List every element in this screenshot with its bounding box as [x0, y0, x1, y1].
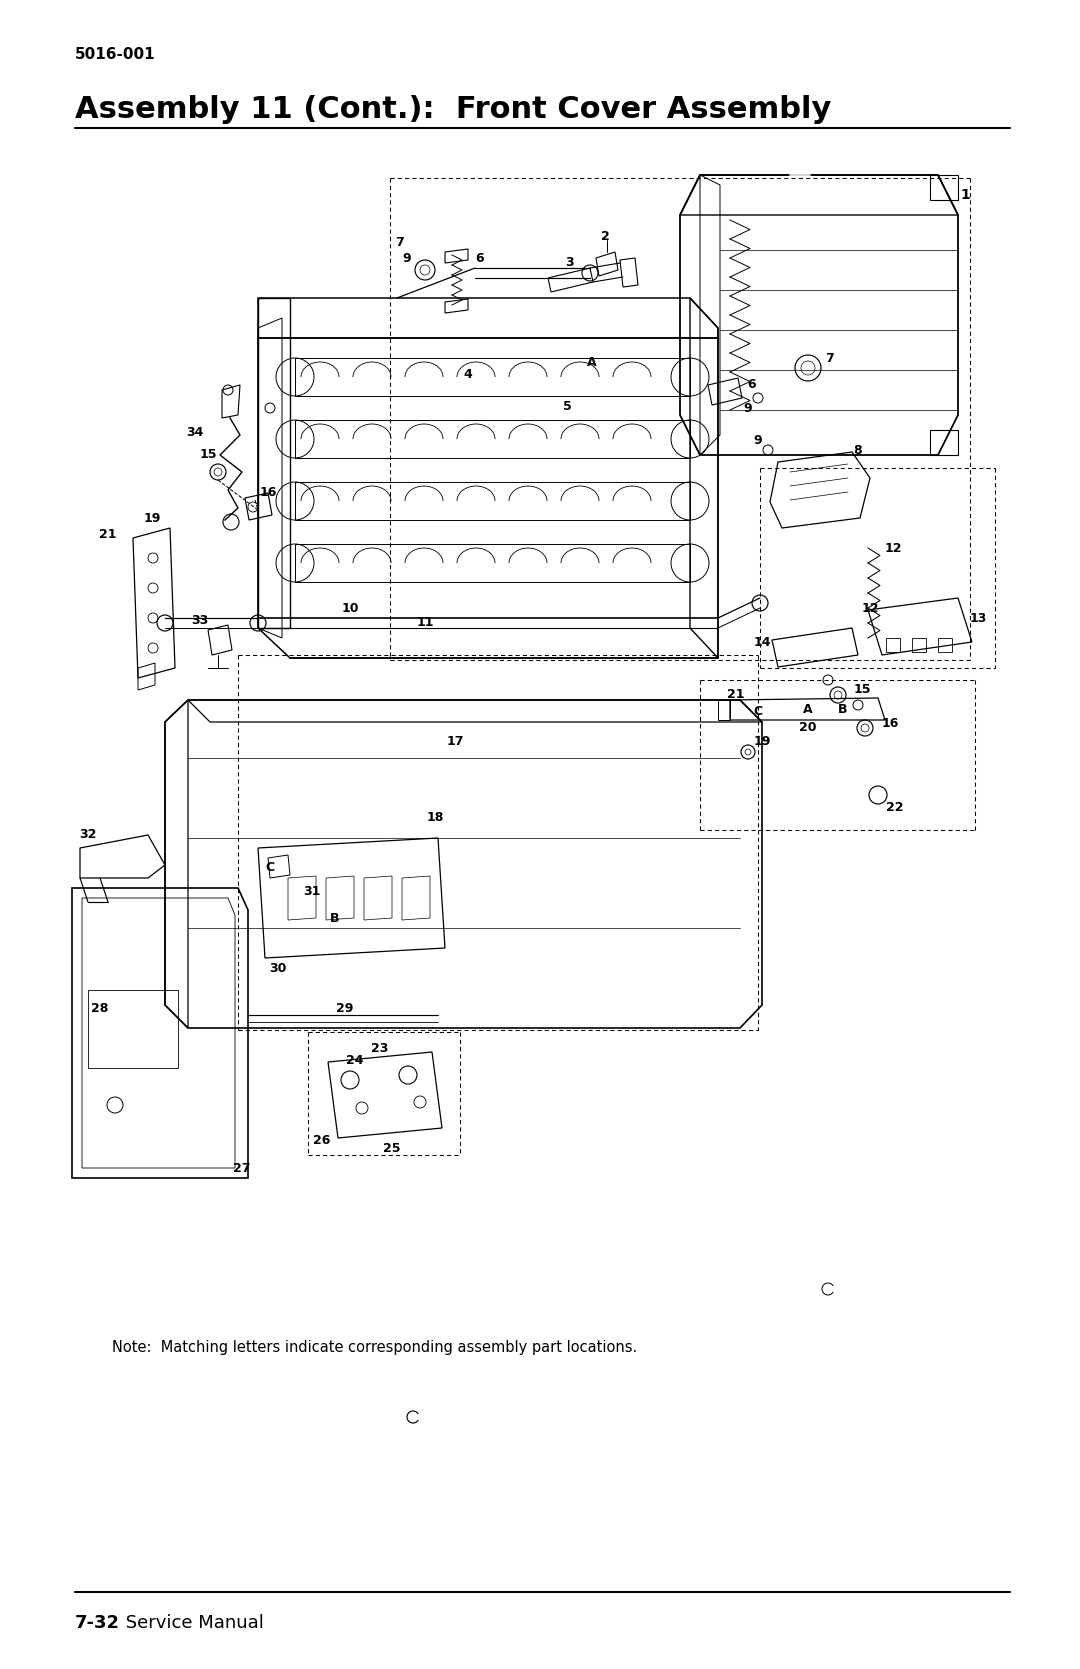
- Text: 1: 1: [960, 189, 970, 202]
- Text: 12: 12: [861, 601, 879, 614]
- Text: 11: 11: [416, 616, 434, 629]
- Text: Assembly 11 (Cont.):  Front Cover Assembly: Assembly 11 (Cont.): Front Cover Assembl…: [75, 95, 832, 124]
- Text: A: A: [804, 704, 813, 716]
- Text: 19: 19: [144, 511, 161, 524]
- Text: 26: 26: [313, 1133, 330, 1147]
- Text: 9: 9: [403, 252, 411, 264]
- Text: 6: 6: [475, 252, 484, 264]
- Text: 16: 16: [259, 486, 276, 499]
- Text: 34: 34: [187, 426, 204, 439]
- Text: 9: 9: [754, 434, 762, 447]
- Text: 18: 18: [427, 811, 444, 824]
- Text: B: B: [838, 704, 848, 716]
- Text: 29: 29: [336, 1001, 353, 1015]
- Text: C: C: [266, 861, 274, 875]
- Text: Note:  Matching letters indicate corresponding assembly part locations.: Note: Matching letters indicate correspo…: [112, 1340, 637, 1355]
- Text: 25: 25: [383, 1142, 401, 1155]
- Text: 28: 28: [92, 1001, 109, 1015]
- Text: 20: 20: [799, 721, 816, 734]
- Text: B: B: [330, 911, 340, 925]
- Text: 12: 12: [885, 541, 902, 554]
- Text: 21: 21: [99, 529, 117, 541]
- Text: 2: 2: [600, 230, 609, 244]
- Text: 31: 31: [303, 886, 321, 898]
- Text: 6: 6: [747, 379, 756, 392]
- Text: 23: 23: [372, 1041, 389, 1055]
- Text: 33: 33: [191, 614, 208, 626]
- Text: 19: 19: [754, 736, 771, 748]
- Text: 9: 9: [744, 402, 753, 414]
- Text: 7-32: 7-32: [75, 1614, 120, 1632]
- Text: 15: 15: [199, 449, 217, 462]
- Text: 30: 30: [269, 961, 286, 975]
- Text: A: A: [588, 357, 597, 369]
- Text: 13: 13: [970, 611, 987, 624]
- Text: 7: 7: [395, 235, 404, 249]
- Text: 16: 16: [881, 718, 899, 731]
- Text: 17: 17: [446, 736, 463, 748]
- Text: 8: 8: [853, 444, 862, 457]
- Text: Service Manual: Service Manual: [120, 1614, 264, 1632]
- Text: 3: 3: [566, 255, 575, 269]
- Text: 5016-001: 5016-001: [75, 47, 156, 62]
- Text: 7: 7: [825, 352, 835, 364]
- Text: 24: 24: [347, 1053, 364, 1066]
- Text: 22: 22: [887, 801, 904, 814]
- Text: 5: 5: [563, 401, 571, 414]
- Text: 14: 14: [753, 636, 771, 649]
- Text: 15: 15: [853, 684, 870, 696]
- Text: 27: 27: [233, 1162, 251, 1175]
- Text: 21: 21: [727, 689, 745, 701]
- Text: 32: 32: [79, 828, 97, 841]
- Text: 4: 4: [463, 369, 472, 382]
- Text: C: C: [754, 706, 762, 718]
- Text: 10: 10: [341, 601, 359, 614]
